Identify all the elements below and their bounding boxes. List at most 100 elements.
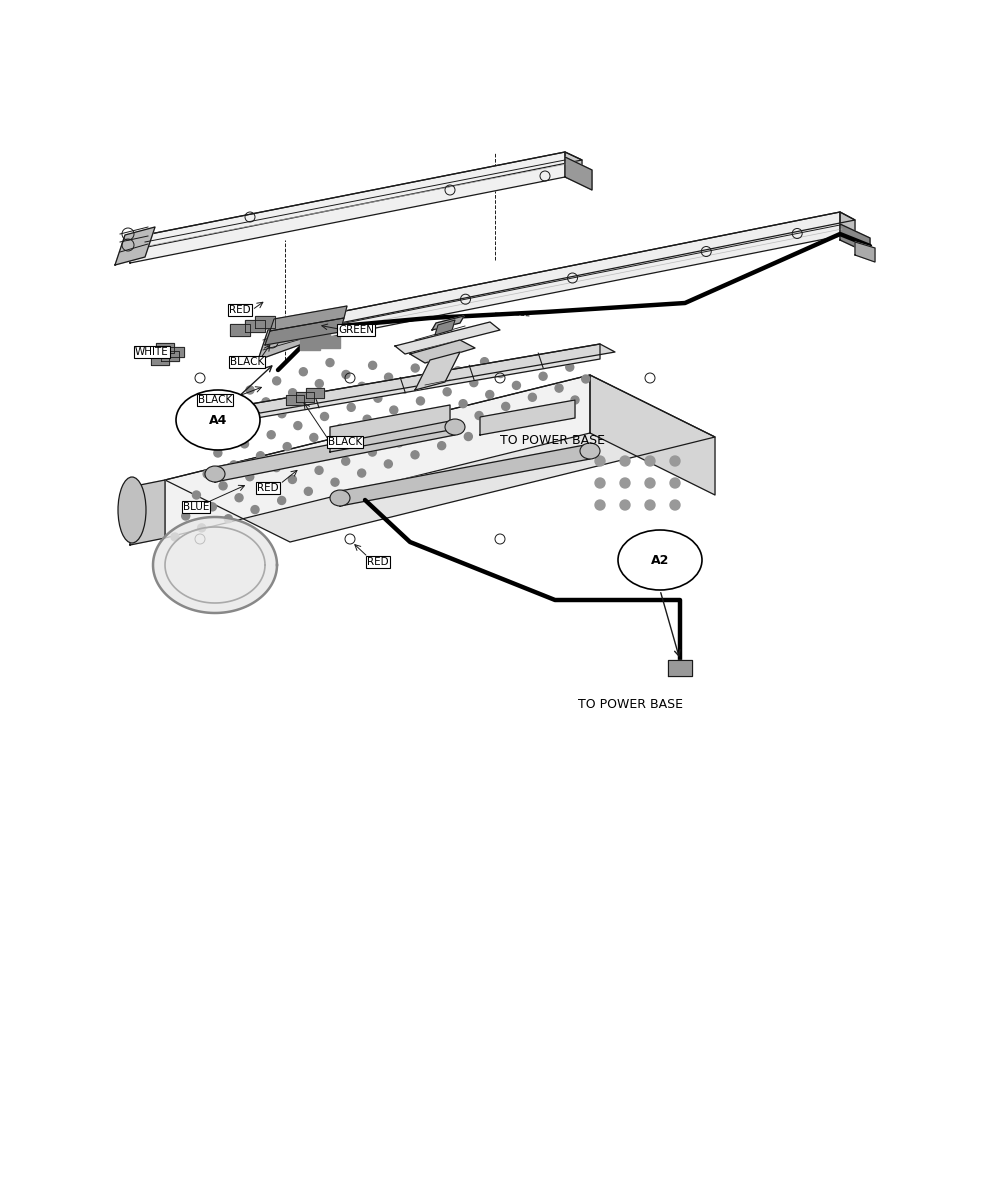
Polygon shape [245, 344, 615, 413]
Circle shape [459, 400, 467, 408]
Polygon shape [300, 212, 840, 343]
Circle shape [582, 374, 590, 383]
Polygon shape [590, 374, 715, 494]
Polygon shape [153, 517, 277, 613]
Polygon shape [255, 316, 275, 328]
Circle shape [491, 424, 499, 431]
Circle shape [448, 421, 456, 428]
Circle shape [670, 456, 680, 466]
Polygon shape [320, 336, 340, 348]
Circle shape [272, 463, 280, 472]
Circle shape [208, 503, 216, 511]
Circle shape [358, 383, 366, 390]
Circle shape [571, 396, 579, 404]
Polygon shape [668, 660, 692, 676]
Circle shape [416, 397, 424, 404]
Circle shape [595, 478, 605, 488]
Circle shape [326, 445, 334, 454]
Ellipse shape [176, 390, 260, 450]
Circle shape [283, 443, 291, 450]
Circle shape [241, 440, 249, 448]
Circle shape [278, 409, 286, 418]
Polygon shape [130, 480, 165, 545]
Circle shape [406, 418, 414, 426]
Circle shape [304, 487, 312, 496]
Circle shape [358, 469, 366, 478]
Polygon shape [415, 352, 460, 390]
Ellipse shape [205, 466, 225, 482]
Circle shape [443, 388, 451, 396]
Polygon shape [146, 347, 164, 358]
Circle shape [288, 475, 296, 484]
Polygon shape [245, 344, 600, 420]
Polygon shape [296, 392, 314, 402]
Circle shape [422, 430, 430, 438]
Circle shape [464, 432, 472, 440]
Circle shape [278, 497, 286, 504]
Polygon shape [156, 343, 174, 353]
Circle shape [427, 376, 435, 384]
Circle shape [262, 485, 270, 492]
Polygon shape [330, 404, 450, 452]
Polygon shape [310, 334, 330, 346]
Circle shape [475, 412, 483, 420]
Polygon shape [258, 313, 315, 360]
Polygon shape [166, 347, 184, 358]
Text: BLACK: BLACK [328, 437, 362, 446]
Circle shape [390, 406, 398, 414]
Circle shape [331, 478, 339, 486]
Polygon shape [130, 152, 565, 263]
Polygon shape [432, 316, 464, 330]
Polygon shape [480, 400, 575, 434]
Ellipse shape [445, 419, 465, 434]
Circle shape [182, 512, 190, 520]
Circle shape [454, 367, 462, 374]
Polygon shape [165, 374, 715, 542]
Polygon shape [245, 320, 265, 332]
Circle shape [528, 394, 536, 401]
Polygon shape [265, 318, 344, 346]
Circle shape [336, 425, 344, 432]
Circle shape [518, 414, 526, 422]
Circle shape [342, 371, 350, 378]
Circle shape [315, 379, 323, 388]
Circle shape [523, 360, 531, 368]
Polygon shape [161, 350, 179, 361]
Circle shape [225, 428, 233, 436]
Circle shape [235, 493, 243, 502]
Polygon shape [286, 395, 304, 404]
Circle shape [326, 359, 334, 367]
Text: TO POWER BASE: TO POWER BASE [578, 698, 682, 712]
Circle shape [620, 500, 630, 510]
Circle shape [246, 473, 254, 481]
Polygon shape [306, 388, 324, 398]
Circle shape [620, 478, 630, 488]
Ellipse shape [330, 490, 350, 506]
Circle shape [496, 370, 504, 378]
Polygon shape [855, 242, 875, 262]
Circle shape [620, 456, 630, 466]
Circle shape [342, 457, 350, 466]
Polygon shape [270, 306, 347, 331]
Circle shape [470, 379, 478, 386]
Circle shape [374, 395, 382, 402]
Circle shape [299, 367, 307, 376]
Polygon shape [565, 152, 582, 184]
Circle shape [203, 470, 211, 478]
Circle shape [385, 373, 393, 382]
Circle shape [401, 385, 409, 394]
Circle shape [512, 382, 520, 389]
Text: TO POWER BASE: TO POWER BASE [500, 433, 605, 446]
Ellipse shape [618, 530, 702, 590]
Polygon shape [300, 212, 855, 328]
Text: GREEN: GREEN [338, 325, 374, 335]
Text: RED: RED [367, 557, 389, 566]
Circle shape [539, 372, 547, 380]
Circle shape [262, 398, 270, 406]
Circle shape [670, 478, 680, 488]
Circle shape [379, 427, 387, 436]
Circle shape [171, 533, 179, 541]
Polygon shape [840, 212, 855, 242]
Polygon shape [165, 374, 590, 538]
Text: RED: RED [229, 305, 251, 314]
